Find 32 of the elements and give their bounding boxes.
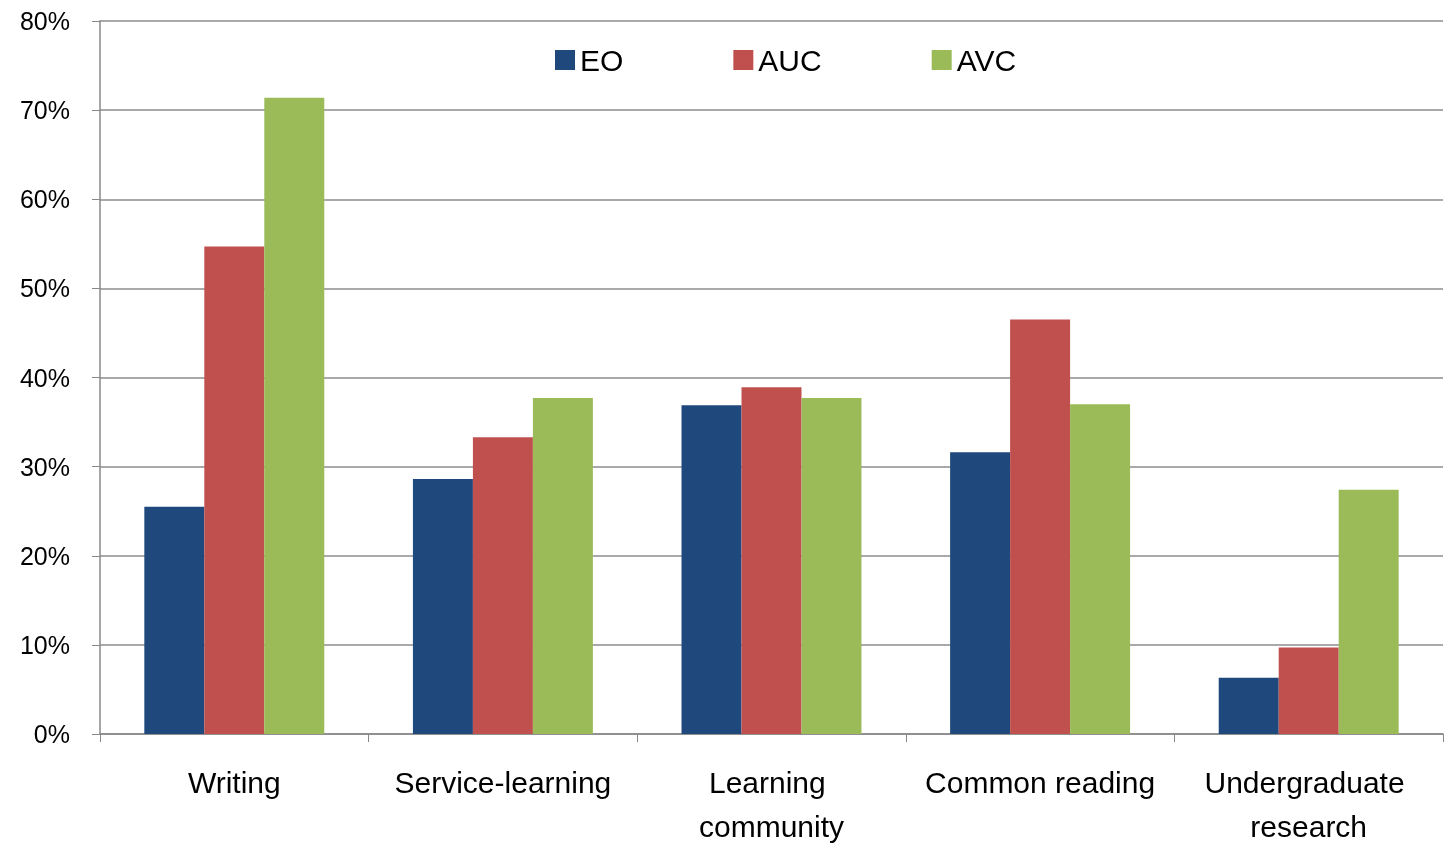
bar xyxy=(950,452,1011,734)
x-tick-label: Learning community xyxy=(698,765,845,843)
bar xyxy=(472,437,533,734)
bar xyxy=(741,387,802,734)
y-tick-label: 60% xyxy=(19,185,70,214)
y-tick-label: 40% xyxy=(19,363,70,392)
bar xyxy=(801,398,862,734)
bar xyxy=(144,506,205,734)
bar xyxy=(1278,647,1339,734)
legend-label: AVC xyxy=(956,43,1017,77)
y-tick-label: 20% xyxy=(19,541,70,570)
bar xyxy=(412,479,473,734)
y-tick-label: 50% xyxy=(19,274,70,303)
bar xyxy=(1338,489,1399,734)
x-tick-label: Common reading xyxy=(925,765,1156,799)
legend-label: EO xyxy=(580,43,624,77)
bar xyxy=(1218,677,1279,734)
bar xyxy=(204,246,265,734)
y-tick-label: 0% xyxy=(33,720,70,748)
y-tick-label: 80% xyxy=(19,7,70,35)
bar xyxy=(1010,319,1071,734)
bar xyxy=(1070,404,1131,734)
y-tick-label: 10% xyxy=(19,630,70,659)
y-tick-label: 70% xyxy=(19,96,70,125)
bar xyxy=(681,405,742,734)
x-tick-label: Writing xyxy=(187,765,281,799)
bar xyxy=(532,398,593,734)
x-tick-label: Undergraduate research xyxy=(1204,765,1413,843)
legend-label: AUC xyxy=(758,43,822,77)
y-tick-label: 30% xyxy=(19,452,70,481)
x-tick-label: Service-learning xyxy=(394,765,612,799)
bar xyxy=(264,97,325,734)
